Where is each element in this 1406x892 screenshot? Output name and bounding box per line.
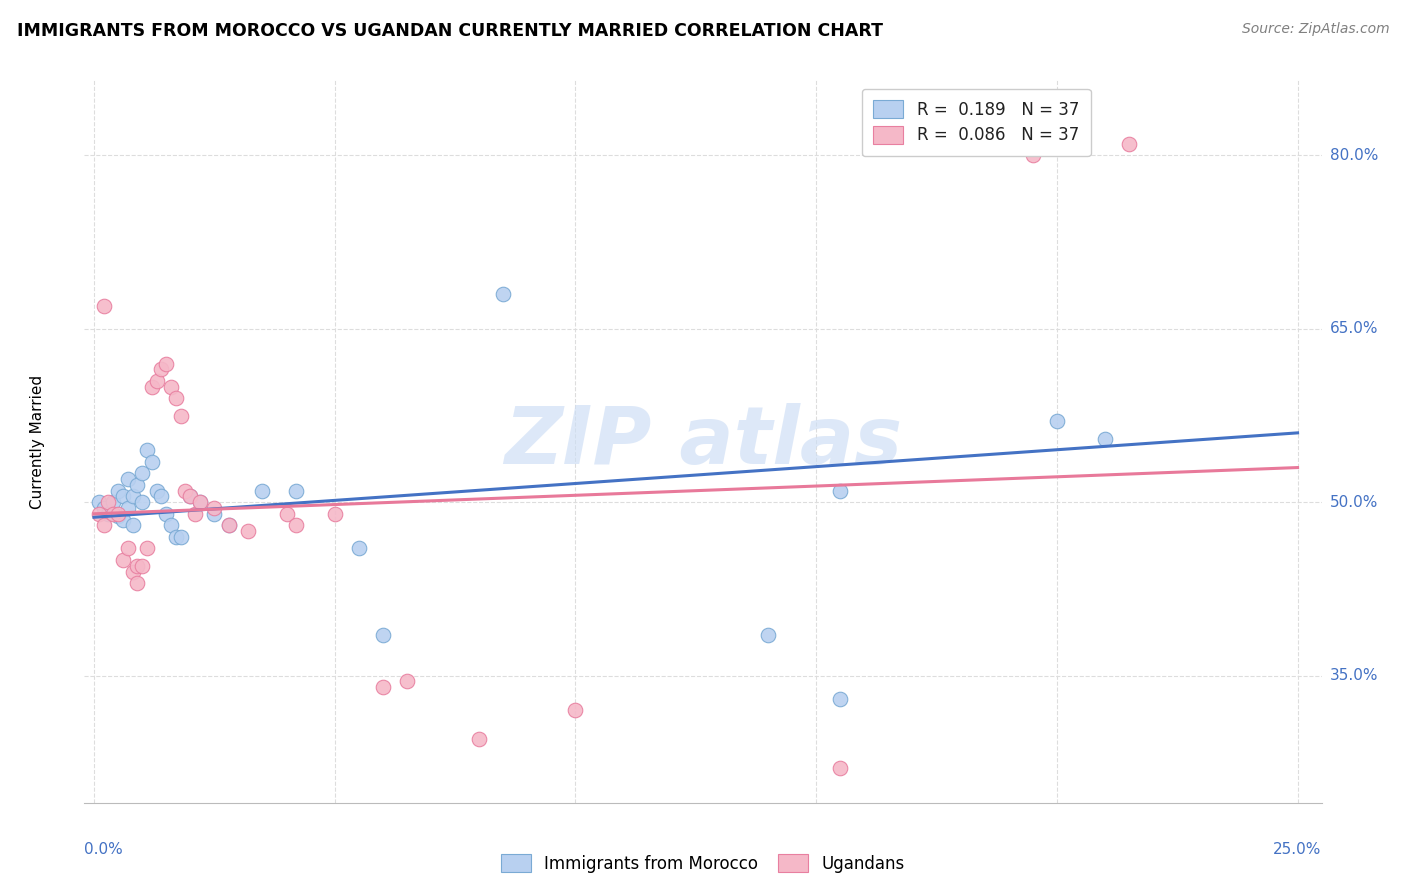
Point bbox=[169, 409, 191, 423]
Point bbox=[756, 628, 779, 642]
Point bbox=[97, 507, 120, 521]
Point bbox=[107, 507, 129, 521]
Point bbox=[1094, 432, 1116, 446]
Point bbox=[127, 558, 149, 573]
Point bbox=[323, 507, 346, 521]
Point bbox=[188, 495, 211, 509]
Point bbox=[218, 518, 240, 533]
Point bbox=[87, 507, 110, 521]
Text: ZIP atlas: ZIP atlas bbox=[503, 402, 903, 481]
Point bbox=[121, 490, 143, 504]
Point bbox=[1118, 136, 1140, 151]
Point bbox=[179, 490, 201, 504]
Point bbox=[107, 509, 129, 524]
Point bbox=[127, 576, 149, 591]
Point bbox=[169, 530, 191, 544]
Point bbox=[347, 541, 370, 556]
Text: 50.0%: 50.0% bbox=[1330, 495, 1378, 509]
Text: 80.0%: 80.0% bbox=[1330, 148, 1378, 163]
Point bbox=[117, 541, 139, 556]
Point bbox=[131, 558, 153, 573]
Point bbox=[564, 703, 586, 717]
Point bbox=[371, 680, 394, 694]
Point bbox=[111, 553, 134, 567]
Point bbox=[160, 518, 183, 533]
Text: 35.0%: 35.0% bbox=[1330, 668, 1378, 683]
Point bbox=[492, 287, 515, 301]
Point bbox=[165, 391, 187, 405]
Point bbox=[830, 483, 852, 498]
Text: 25.0%: 25.0% bbox=[1274, 842, 1322, 856]
Point bbox=[165, 530, 187, 544]
Point bbox=[131, 467, 153, 481]
Point bbox=[87, 495, 110, 509]
Point bbox=[111, 490, 134, 504]
Point bbox=[145, 483, 167, 498]
Point bbox=[155, 357, 177, 371]
Point bbox=[1046, 414, 1069, 428]
Text: Source: ZipAtlas.com: Source: ZipAtlas.com bbox=[1241, 22, 1389, 37]
Point bbox=[136, 541, 159, 556]
Point bbox=[141, 379, 163, 393]
Point bbox=[117, 472, 139, 486]
Point bbox=[468, 732, 491, 747]
Point bbox=[117, 501, 139, 516]
Point bbox=[218, 518, 240, 533]
Point bbox=[103, 507, 125, 521]
Point bbox=[188, 495, 211, 509]
Point bbox=[276, 507, 298, 521]
Point bbox=[93, 299, 115, 313]
Point bbox=[136, 443, 159, 458]
Point bbox=[179, 490, 201, 504]
Point bbox=[107, 483, 129, 498]
Point bbox=[121, 565, 143, 579]
Point bbox=[285, 518, 308, 533]
Point bbox=[830, 761, 852, 775]
Point bbox=[395, 674, 418, 689]
Point bbox=[174, 483, 197, 498]
Point bbox=[184, 507, 207, 521]
Text: 65.0%: 65.0% bbox=[1330, 321, 1378, 336]
Point bbox=[155, 507, 177, 521]
Point bbox=[285, 483, 308, 498]
Point bbox=[236, 524, 259, 538]
Point bbox=[93, 501, 115, 516]
Point bbox=[141, 455, 163, 469]
Point bbox=[252, 483, 274, 498]
Point bbox=[371, 628, 394, 642]
Point bbox=[97, 495, 120, 509]
Point bbox=[160, 379, 183, 393]
Point bbox=[127, 478, 149, 492]
Point bbox=[202, 507, 225, 521]
Point bbox=[202, 501, 225, 516]
Point bbox=[150, 490, 173, 504]
Point bbox=[131, 495, 153, 509]
Text: IMMIGRANTS FROM MOROCCO VS UGANDAN CURRENTLY MARRIED CORRELATION CHART: IMMIGRANTS FROM MOROCCO VS UGANDAN CURRE… bbox=[17, 22, 883, 40]
Point bbox=[111, 512, 134, 526]
Point bbox=[830, 691, 852, 706]
Point bbox=[150, 362, 173, 376]
Point bbox=[121, 518, 143, 533]
Legend: R =  0.189   N = 37, R =  0.086   N = 37: R = 0.189 N = 37, R = 0.086 N = 37 bbox=[862, 88, 1091, 156]
Text: Currently Married: Currently Married bbox=[30, 375, 45, 508]
Text: 0.0%: 0.0% bbox=[84, 842, 124, 856]
Point bbox=[93, 518, 115, 533]
Point bbox=[145, 374, 167, 388]
Legend: Immigrants from Morocco, Ugandans: Immigrants from Morocco, Ugandans bbox=[495, 847, 911, 880]
Point bbox=[1022, 148, 1045, 162]
Point bbox=[103, 495, 125, 509]
